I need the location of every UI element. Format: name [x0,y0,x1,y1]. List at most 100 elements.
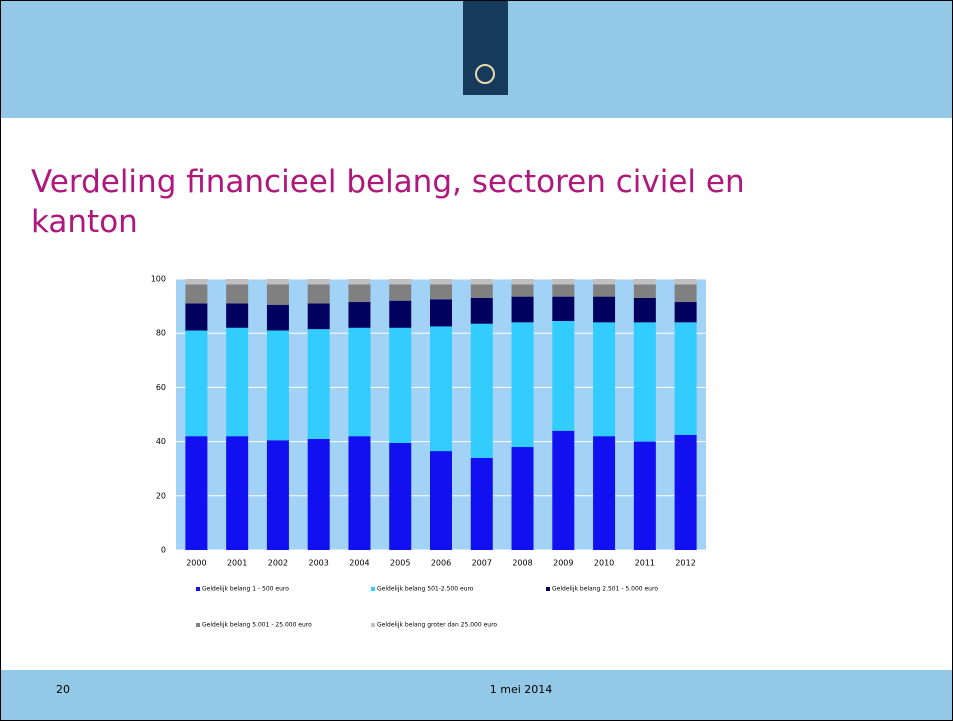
bar-segment [593,322,616,437]
x-tick-label: 2006 [431,559,451,568]
bar-segment [674,302,697,323]
bar-segment [389,300,412,328]
bar-segment [633,279,656,285]
bar-segment [266,330,289,441]
legend-swatch [546,587,550,591]
bar-segment [266,304,289,331]
bar-segment [430,279,452,285]
bar-segment [470,323,493,458]
bar-segment [511,322,534,448]
logo [475,64,495,84]
page-number: 20 [56,683,70,696]
bar-segment [348,284,371,303]
bar-segment [266,440,289,550]
bar-segment [185,303,208,331]
bar-segment [674,284,697,303]
bar-segment [674,322,697,435]
logo-box [463,1,508,95]
bar-segment [307,284,330,304]
x-tick-label: 2010 [594,559,614,568]
bar-segment [593,284,616,297]
bar-segment [389,284,412,301]
bar-segment [266,279,289,285]
bar-segment [348,436,371,550]
legend-swatch [196,623,200,627]
bar-segment [633,441,656,550]
x-tick-label: 2007 [472,559,492,568]
bar-segment [593,296,616,323]
bar-segment [552,321,575,431]
bar-segment [307,279,330,285]
x-tick-label: 2004 [349,559,369,568]
y-tick-label: 40 [156,437,166,446]
x-tick-label: 2008 [512,559,532,568]
bar-segment [593,279,616,285]
bar-segment [307,438,330,550]
legend-swatch [371,623,375,627]
bar-segment [389,279,412,285]
slide-title: Verdeling financieel belang, sectoren ci… [31,164,745,240]
x-tick-label: 2011 [635,559,655,568]
footer-band [1,670,952,720]
bar-segment [348,327,371,437]
bar-segment [552,430,575,550]
bar-segment [470,284,493,298]
y-tick-label: 80 [156,329,166,338]
x-tick-label: 2005 [390,559,410,568]
y-tick-label: 0 [161,546,166,555]
bar-segment [348,302,371,328]
legend-label: Geldelijk belang 2.501 - 5.000 euro [552,586,658,593]
bar-segment [185,279,208,285]
bar-segment [633,284,656,298]
x-tick-label: 2000 [186,559,206,568]
bar-segment [552,284,575,297]
bar-segment [226,303,249,328]
bar-segment [633,297,656,323]
legend-label: Geldelijk belang 1 - 500 euro [202,586,289,593]
bar-segment [430,299,452,327]
bar-segment [226,279,249,285]
legend-label: Geldelijk belang 5.001 - 25.000 euro [202,622,312,629]
bar-segment [389,327,412,443]
bar-segment [185,330,208,437]
legend-swatch [371,587,375,591]
bar-segment [552,279,575,285]
bar-segment [430,326,452,452]
bar-segment [185,284,208,304]
x-tick-label: 2012 [675,559,695,568]
slide-title-line: Verdeling financieel belang, sectoren ci… [31,164,745,200]
bar-segment [430,451,452,550]
bar-segment [511,296,534,323]
x-tick-label: 2003 [309,559,329,568]
bar-segment [674,434,697,550]
bar-segment [307,329,330,439]
bar-segment [552,296,575,322]
bar-segment [674,279,697,285]
legend-label: Geldelijk belang 501-2.500 euro [377,586,474,593]
legend-swatch [196,587,200,591]
bar-segment [348,279,371,285]
bar-segment [511,284,534,297]
y-tick-label: 100 [151,275,166,284]
bar-segment [470,297,493,324]
bar-segment [511,279,534,285]
legend-label: Geldelijk belang groter dan 25.000 euro [377,622,497,629]
bar-segment [389,442,412,550]
x-tick-label: 2002 [268,559,288,568]
y-tick-label: 20 [156,491,166,500]
bar-segment [470,457,493,550]
bar-segment [511,447,534,550]
x-tick-label: 2009 [553,559,573,568]
bar-segment [470,279,493,285]
bar-segment [226,436,249,550]
date: 1 mei 2014 [490,683,553,696]
bar-segment [226,327,249,437]
bar-segment [633,322,656,442]
x-tick-label: 2001 [227,559,247,568]
bar-segment [430,284,452,300]
bar-segment [593,436,616,550]
bar-segment [185,436,208,550]
bar-segment [266,284,289,305]
